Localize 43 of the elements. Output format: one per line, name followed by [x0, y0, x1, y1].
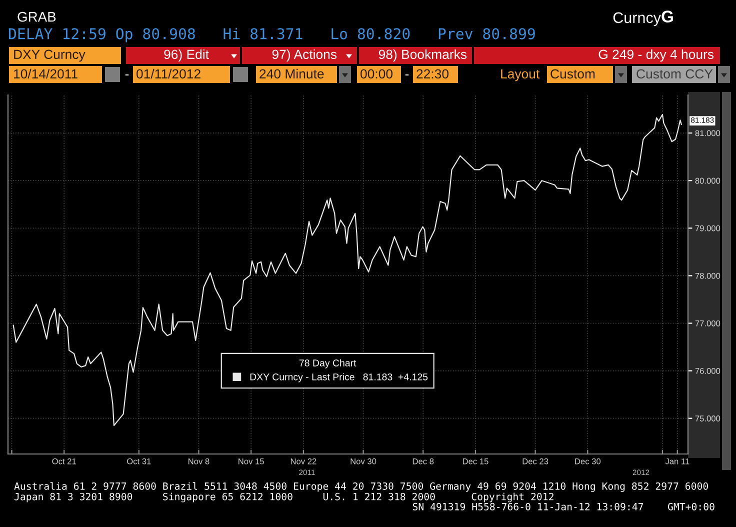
text: Custom CCY: [636, 69, 713, 79]
text: -: [405, 74, 409, 76]
y-tick-label: 81.000: [695, 130, 720, 136]
text: 97) Actions: [272, 49, 337, 62]
x-tick-label: Dec 8: [412, 458, 434, 464]
y-tick-label: 76.000: [695, 368, 720, 374]
text: 98) Bookmarks: [378, 49, 467, 62]
text: DXY Curncy: [14, 50, 86, 62]
x-tick-label: Oct 31: [127, 458, 151, 464]
line-series: [12, 112, 684, 428]
legend-label: DXY Curncy - Last Price 81.183 +4.125: [250, 373, 428, 382]
text: 240 Minute: [260, 68, 324, 79]
text: 96) Edit: [164, 49, 209, 62]
text: Custom: [550, 69, 595, 79]
x-tick-label: Jan 11: [665, 458, 690, 464]
x-tick-label: Oct 21: [52, 458, 76, 464]
text: 00:00: [360, 69, 392, 79]
y-tick-label: 77.000: [695, 320, 720, 326]
x-tick-label: Nov 8: [188, 458, 210, 464]
y-tick-label: 80.000: [695, 178, 720, 184]
text: 10/14/2011: [14, 68, 78, 79]
text: Australia 61 2 9777 8600 Brazil 5511 3048 4500 Europe 44 20 7330 7500 Germany 49 69 9204 1210 Hong Kong 852 2977 6000: [14, 482, 708, 492]
x-tick-label: Nov 22: [290, 458, 316, 464]
text: Layout: [501, 69, 540, 82]
text: SN 491319 H558-766-0 11-Jan-12 13:09:47 GMT+0:00: [412, 502, 714, 510]
text: GRAB: [18, 12, 56, 22]
y-tick-label: 75.000: [695, 416, 720, 422]
x-tick-label: Dec 15: [462, 458, 488, 464]
text: Japan 81 3 3201 8900 Singapore 65 6212 1000 U.S. 1 212 318 2000 Copyright 2012: [14, 492, 554, 502]
y-tick-label: 79.000: [695, 225, 720, 232]
text: Curncy: [613, 12, 661, 26]
text: -: [125, 74, 129, 76]
text: G: [662, 10, 673, 22]
x-tick-label: Nov 15: [238, 458, 264, 464]
text: 22:30: [416, 69, 448, 79]
text: G 249 - dxy 4 hours: [598, 49, 714, 62]
text: DELAY 12:59 Op 80.908 Hi 81.371 Lo 80.820 Prev 80.899: [8, 28, 535, 42]
y-tick-label: 78.000: [695, 272, 720, 279]
text: 01/11/2012: [136, 68, 200, 79]
x-tick-label: Nov 30: [350, 458, 376, 464]
x-tick-label: Dec 23: [522, 458, 548, 464]
x-tick-label: Dec 30: [575, 458, 601, 464]
legend-title: 78 Day Chart: [299, 359, 356, 368]
